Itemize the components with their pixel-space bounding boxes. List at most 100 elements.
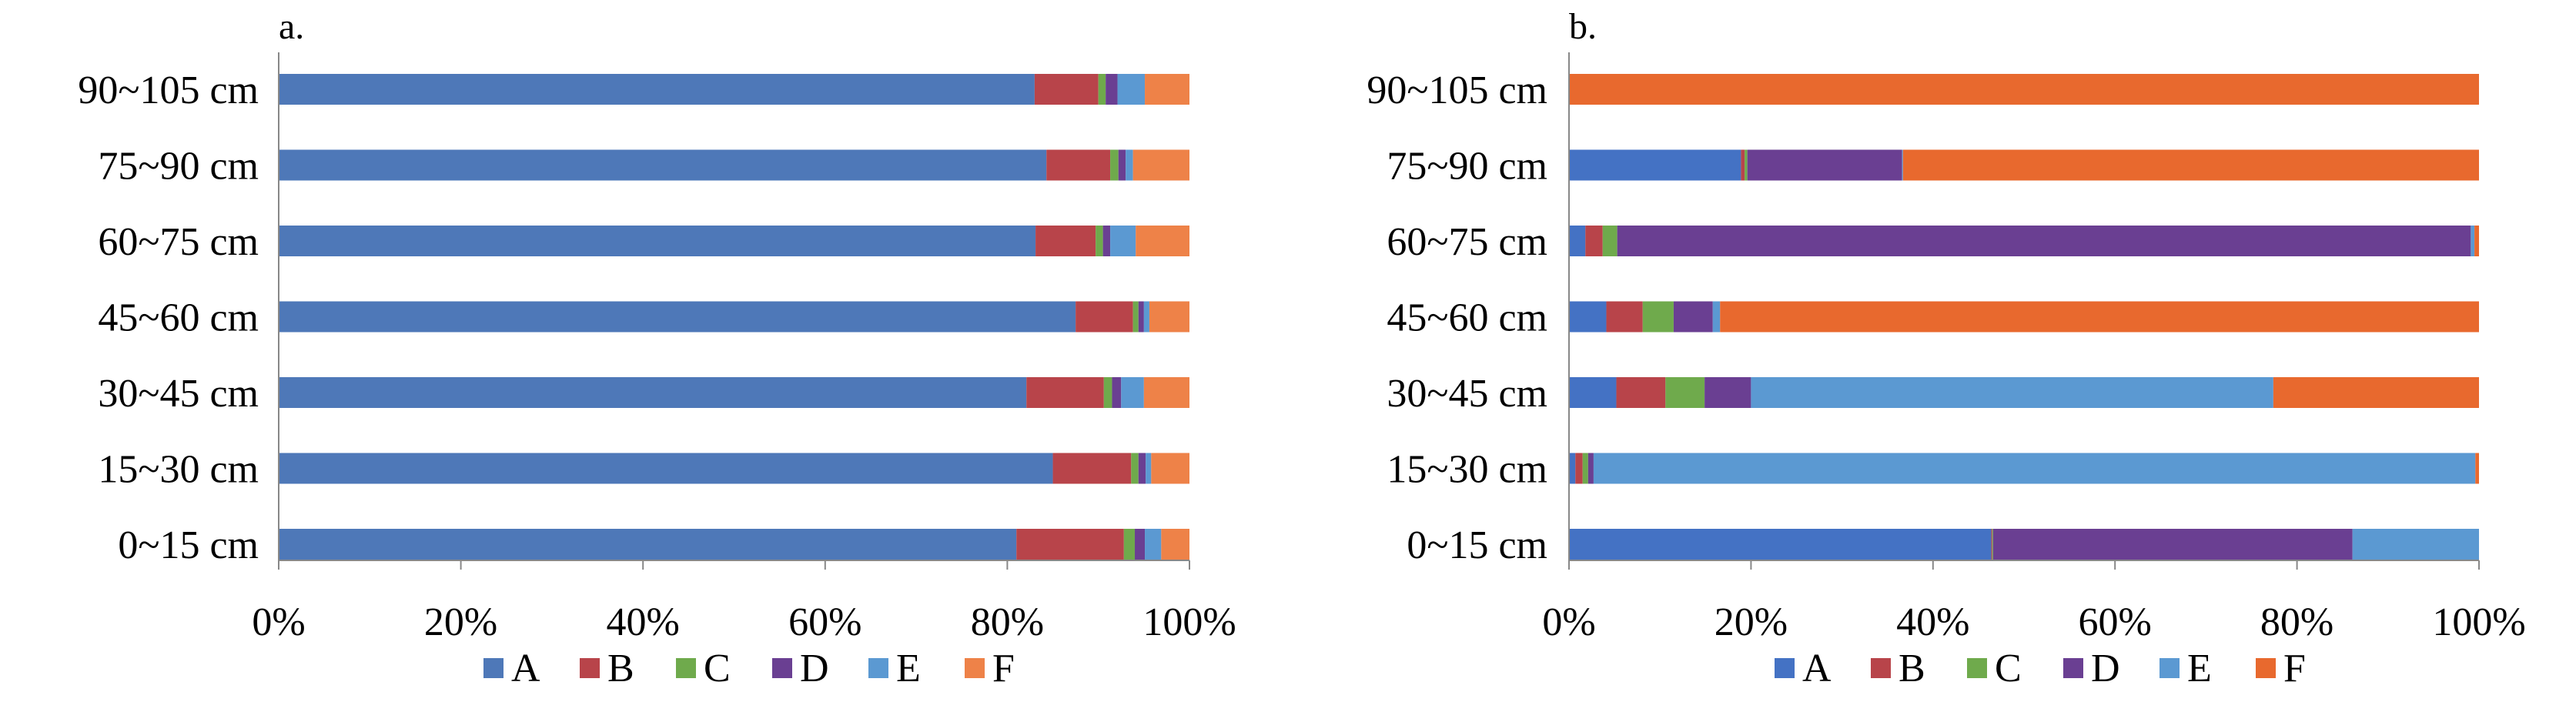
bar-segment-b: [1016, 529, 1124, 560]
category-label: 75~90 cm: [98, 145, 259, 189]
bar-segment-b: [1575, 453, 1583, 484]
panel-label: b.: [1569, 6, 1597, 47]
category-label: 90~105 cm: [1367, 69, 1547, 112]
legend-swatch-c: [676, 658, 696, 678]
bar-segment-c: [1582, 453, 1588, 484]
bar-segment-a: [279, 453, 1053, 484]
x-tick-label: 0%: [252, 600, 305, 644]
category-label: 75~90 cm: [1387, 145, 1547, 189]
bar-segment-d: [1673, 301, 1713, 333]
x-tick-label: 80%: [971, 600, 1044, 644]
bar-segment-c: [1132, 301, 1139, 333]
bar-segment-f: [1145, 74, 1189, 105]
bar-segment-b: [1034, 74, 1099, 105]
bar-segment-e: [1593, 453, 2476, 484]
x-tick-label: 20%: [1715, 600, 1788, 644]
bar-segment-b: [1035, 226, 1096, 256]
bar-segment-b: [1026, 377, 1104, 408]
category-label: 60~75 cm: [98, 220, 259, 264]
bar-segment-e: [1751, 377, 2273, 408]
category-label: 0~15 cm: [118, 523, 259, 567]
legend-label-b: B: [607, 647, 634, 690]
x-tick-label: 60%: [2079, 600, 2152, 644]
bar-segment-a: [1569, 377, 1617, 408]
legend-swatch-a: [1775, 658, 1795, 678]
bar-segment-e: [1902, 149, 1903, 181]
bar-segment-f: [1143, 377, 1189, 408]
bar-segment-c: [1123, 529, 1136, 560]
x-tick-label: 20%: [424, 600, 497, 644]
legend-swatch-a: [483, 658, 503, 678]
legend-swatch-c: [1967, 658, 1987, 678]
legend-swatch-e: [2159, 658, 2180, 678]
legend-swatch-d: [2063, 658, 2083, 678]
bar-segment-d: [1106, 74, 1118, 105]
bar-segment-c: [1602, 226, 1618, 256]
x-tick-label: 60%: [788, 600, 861, 644]
x-tick-label: 40%: [607, 600, 680, 644]
bar-segment-f: [1161, 529, 1189, 560]
category-label: 30~45 cm: [1387, 372, 1547, 416]
bar-segment-c: [1096, 226, 1103, 256]
bar-segment-e: [1121, 377, 1144, 408]
bar-segment-a: [279, 149, 1047, 181]
bar-segment-b: [1616, 377, 1666, 408]
bar-segment-c: [1131, 453, 1139, 484]
bar-segment-e: [1117, 74, 1146, 105]
bar-segment-e: [1110, 226, 1136, 256]
bar-segment-b: [1585, 226, 1603, 256]
bar-segment-b: [1076, 301, 1133, 333]
bar-segment-a: [1569, 226, 1586, 256]
bar-segment-c: [1992, 529, 1993, 560]
bar-segment-c: [1642, 301, 1674, 333]
category-label: 45~60 cm: [1387, 296, 1547, 340]
legend-label-c: C: [1995, 647, 2022, 690]
bar-segment-d: [1705, 377, 1751, 408]
bar-segment-b: [1991, 529, 1992, 560]
bar-segment-e: [2471, 226, 2475, 256]
bar-segment-b: [1046, 149, 1111, 181]
panel-label: a.: [279, 6, 304, 47]
legend-label-c: C: [704, 647, 731, 690]
legend: A B C D E F: [483, 647, 1015, 690]
bar-segment-f: [2475, 453, 2479, 484]
bar-segment-a: [1569, 301, 1607, 333]
bar-segment-a: [1569, 529, 1992, 560]
bar-segment-f: [2273, 377, 2479, 408]
bar-segment-f: [1132, 149, 1189, 181]
category-label: 90~105 cm: [78, 69, 259, 112]
category-label: 15~30 cm: [98, 448, 259, 492]
x-tick-label: 80%: [2260, 600, 2333, 644]
legend-label-f: F: [992, 647, 1015, 690]
legend-swatch-d: [772, 658, 792, 678]
bar-segment-f: [1720, 301, 2479, 333]
legend-swatch-e: [868, 658, 888, 678]
bar-segment-f: [1149, 301, 1189, 333]
legend: A B C D E F: [1775, 647, 2306, 690]
chart-panel-1: a. 90~105 cm 75~90 cm 60~75 cm 45~60 cm 30~45…: [78, 6, 1236, 690]
legend-label-a: A: [1802, 647, 1832, 690]
bar-segment-f: [1151, 453, 1189, 484]
legend-label-e: E: [2187, 647, 2212, 690]
bar-segment-e: [1712, 301, 1721, 333]
bar-segment-c: [1665, 377, 1705, 408]
x-tick-label: 100%: [2432, 600, 2525, 644]
bar-segment-f: [1902, 149, 2479, 181]
legend-swatch-b: [1871, 658, 1891, 678]
category-label: 45~60 cm: [98, 296, 259, 340]
bar-segment-f: [2474, 226, 2479, 256]
bar-segment-b: [1052, 453, 1132, 484]
x-tick-label: 0%: [1542, 600, 1595, 644]
bar-segment-d: [1992, 529, 2353, 560]
bar-segment-e: [1143, 301, 1149, 333]
bar-segment-c: [1103, 377, 1112, 408]
bar-segment-a: [279, 301, 1076, 333]
bar-segment-a: [279, 74, 1035, 105]
bar-segment-c: [1098, 74, 1106, 105]
bar-segment-e: [1145, 529, 1162, 560]
legend-label-b: B: [1899, 647, 1925, 690]
x-tick-label: 100%: [1142, 600, 1236, 644]
bar-segment-d: [1617, 226, 2471, 256]
bar-segment-b: [1741, 149, 1745, 181]
